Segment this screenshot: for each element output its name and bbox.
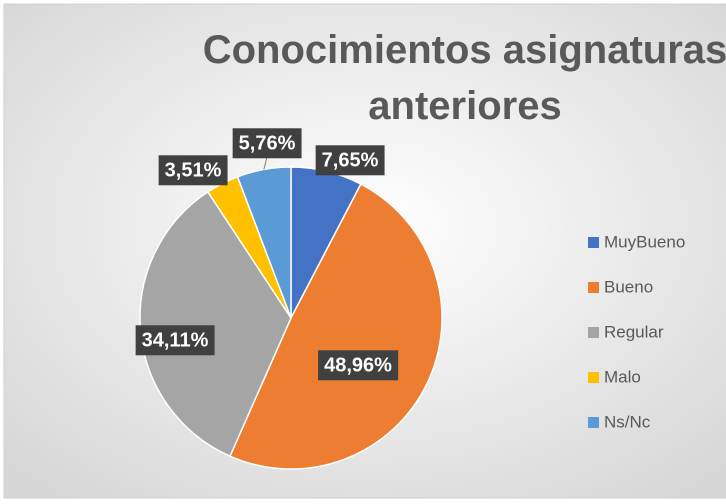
data-label: 34,11% xyxy=(142,329,209,351)
data-label-box xyxy=(158,155,228,186)
legend-swatch xyxy=(588,417,599,428)
legend-label: MuyBueno xyxy=(604,232,685,251)
legend-label: Malo xyxy=(604,367,641,386)
data-label: 5,76% xyxy=(239,132,296,154)
legend-swatch xyxy=(588,282,599,293)
leader-line xyxy=(263,156,268,170)
legend-label: Ns/Nc xyxy=(604,412,651,431)
legend-swatch xyxy=(588,327,599,338)
legend-swatch xyxy=(588,237,599,248)
legend-swatch xyxy=(588,372,599,383)
legend-label: Bueno xyxy=(604,277,653,296)
data-label-box xyxy=(318,350,399,381)
data-label: 7,65% xyxy=(322,149,379,171)
legend-label: Regular xyxy=(604,322,664,341)
data-label: 48,96% xyxy=(324,354,392,376)
pie-slice xyxy=(229,183,443,470)
data-label-box xyxy=(135,325,215,356)
data-label-box xyxy=(315,145,385,176)
data-label: 3,51% xyxy=(165,159,222,181)
chart-title: Conocimientos asignaturas anteriores xyxy=(202,28,726,128)
data-label-box xyxy=(232,128,302,159)
